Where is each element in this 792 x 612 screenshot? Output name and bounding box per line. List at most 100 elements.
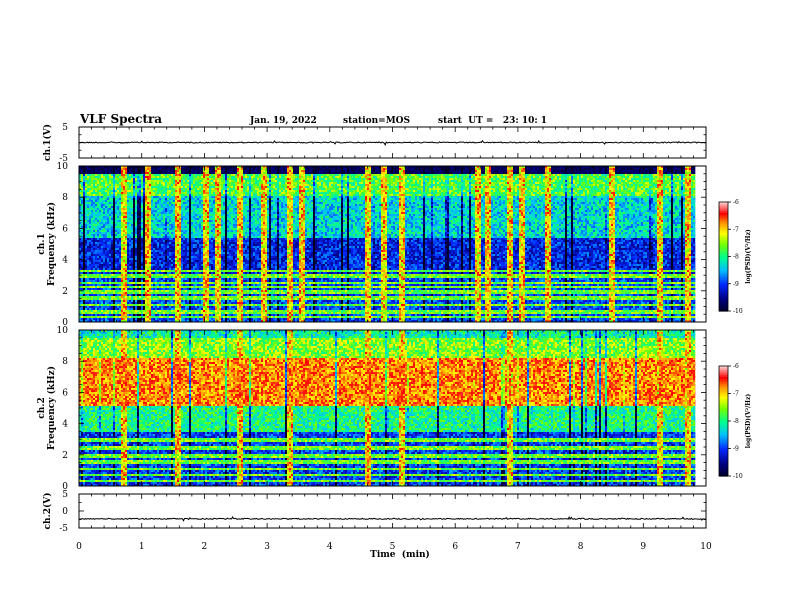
spectrogram-cell xyxy=(189,168,191,170)
spectrogram-cell xyxy=(361,168,363,170)
spectrogram-cell xyxy=(219,170,221,172)
spectrogram-cell xyxy=(429,170,431,172)
spectrogram-cell xyxy=(229,170,231,172)
spectrogram-cell xyxy=(255,172,257,174)
spectrogram-cell xyxy=(357,168,359,170)
spectrogram-cell xyxy=(291,172,293,174)
spectrogram-cell xyxy=(147,170,149,172)
spectrogram-cell xyxy=(435,170,437,172)
spectrogram-cell xyxy=(293,168,295,170)
spectrogram-cell xyxy=(377,168,379,170)
spectrogram-cell xyxy=(669,168,671,170)
spectrogram-cell xyxy=(313,172,315,174)
spectrogram-cell xyxy=(351,168,353,170)
spectrogram-cell xyxy=(87,168,89,170)
spectrogram-cell xyxy=(191,170,193,172)
spectrogram-cell xyxy=(527,170,529,172)
spectrogram-cell xyxy=(691,170,693,172)
spectrogram-cell xyxy=(427,168,429,170)
spectrogram-cell xyxy=(419,172,421,174)
spectrogram-cell xyxy=(185,168,187,170)
spectrogram-cell xyxy=(287,168,289,170)
spectrogram-cell xyxy=(657,170,659,172)
spectrogram-cell xyxy=(297,168,299,170)
spectrogram-cell xyxy=(139,168,141,170)
spectrogram-cell xyxy=(393,168,395,170)
spectrogram-cell xyxy=(171,170,173,172)
spectrogram-cell xyxy=(255,170,257,172)
spectrogram-cell xyxy=(247,168,249,170)
spectrogram-cell xyxy=(483,170,485,172)
spectrogram-cell xyxy=(675,170,677,172)
spectrogram-cell xyxy=(359,168,361,170)
spectrogram-cell xyxy=(165,172,167,174)
spectrogram-cell xyxy=(445,168,447,170)
spectrogram-cell xyxy=(341,170,343,172)
spectrogram-cell xyxy=(519,170,521,172)
spectrogram-cell xyxy=(421,168,423,170)
spectrogram-cell xyxy=(319,170,321,172)
spectrogram-cell xyxy=(347,170,349,172)
spectrogram-cell xyxy=(523,170,525,172)
spectrogram-cell xyxy=(463,172,465,174)
spectrogram-cell xyxy=(295,168,297,170)
spectrogram-cell xyxy=(83,170,85,172)
spectrogram-cell xyxy=(163,168,165,170)
spectrogram-cell xyxy=(601,170,603,172)
spectrogram-cell xyxy=(313,168,315,170)
spectrogram-cell xyxy=(591,170,593,172)
spectrogram-cell xyxy=(179,170,181,172)
spectrogram-cell xyxy=(363,168,365,170)
spectrogram-cell xyxy=(355,168,357,170)
spectrogram-cell xyxy=(183,172,185,174)
spectrogram-cell xyxy=(451,168,453,170)
spectrogram-cell xyxy=(421,170,423,172)
spectrogram-cell xyxy=(585,168,587,170)
spectrogram-cell xyxy=(203,172,205,174)
spectrogram-cell xyxy=(255,168,257,170)
spectrogram-cell xyxy=(373,170,375,172)
spectrogram-cell xyxy=(455,172,457,174)
spectrogram-cell xyxy=(105,170,107,172)
spectrogram-cell xyxy=(493,170,495,172)
spectrogram-cell xyxy=(565,168,567,170)
spectrogram-cell xyxy=(107,172,109,174)
spectrogram-cell xyxy=(485,168,487,170)
spectrogram-cell xyxy=(193,170,195,172)
spectrogram-cell xyxy=(213,170,215,172)
spectrogram-cell xyxy=(385,168,387,170)
spectrogram-cell xyxy=(151,172,153,174)
spectrogram-cell xyxy=(109,170,111,172)
spectrogram-cell xyxy=(183,168,185,170)
spectrogram-cell xyxy=(333,170,335,172)
spectrogram-cell xyxy=(195,172,197,174)
spectrogram-cell xyxy=(157,170,159,172)
spectrogram-cell xyxy=(101,168,103,170)
spectrogram-cell xyxy=(193,168,195,170)
spectrogram-cell xyxy=(145,168,147,170)
spectrogram-cell xyxy=(441,172,443,174)
spectrogram-cell xyxy=(663,170,665,172)
spectrogram-cell xyxy=(343,168,345,170)
spectrogram-cell xyxy=(291,170,293,172)
spectrogram-cell xyxy=(187,170,189,172)
spectrogram-cell xyxy=(439,168,441,170)
spectrogram-cell xyxy=(521,170,523,172)
spectrogram-cell xyxy=(533,170,535,172)
spectrogram-cell xyxy=(519,168,521,170)
spectrogram-cell xyxy=(447,170,449,172)
spectrogram-cell xyxy=(433,172,435,174)
spectrogram-cell xyxy=(539,170,541,172)
spectrogram-cell xyxy=(205,172,207,174)
spectrogram-cell xyxy=(325,172,327,174)
spectrogram-cell xyxy=(445,170,447,172)
spectrogram-cell xyxy=(375,168,377,170)
spectrogram-cell xyxy=(345,170,347,172)
spectrogram-cell xyxy=(415,172,417,174)
spectrogram-cell xyxy=(457,172,459,174)
spectrogram-cell xyxy=(471,168,473,170)
spectrogram-cell xyxy=(365,172,367,174)
spectrogram-cell xyxy=(439,172,441,174)
spectrogram-cell xyxy=(247,172,249,174)
start-ut-label: start UT = 23: 10: 1 xyxy=(438,116,547,126)
